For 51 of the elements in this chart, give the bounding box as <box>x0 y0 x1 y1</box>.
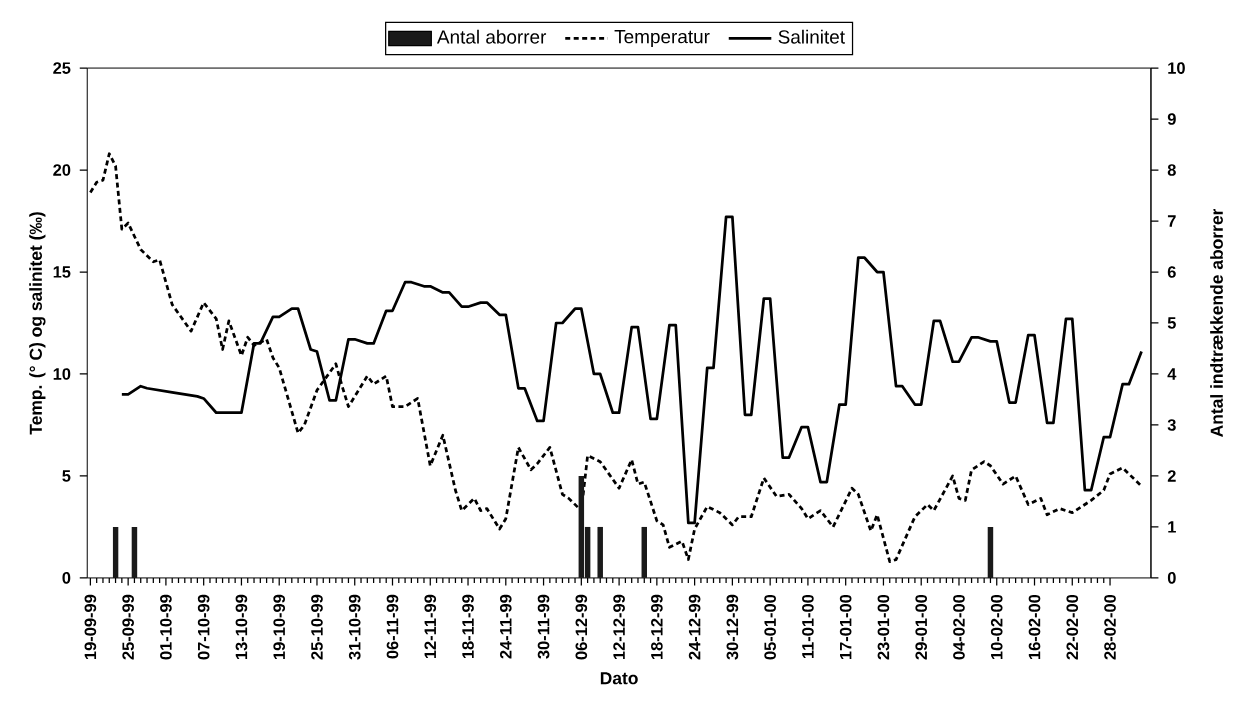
y2-tick-label: 2 <box>1167 470 1176 482</box>
x-tick-label: 19-10-99 <box>273 594 286 659</box>
y-tick-label: 25 <box>53 62 71 74</box>
x-tick-label: 12-11-99 <box>424 594 437 659</box>
x-tick-label: 04-02-00 <box>953 594 965 660</box>
x-tick-label: 06-11-99 <box>386 594 399 659</box>
x-tick-label: 07-10-99 <box>197 594 210 660</box>
y2-tick-label: 9 <box>1167 113 1176 125</box>
x-tick-label: 18-11-99 <box>462 594 474 659</box>
x-tick-label: 11-01-00 <box>802 594 814 659</box>
y2-tick-label: 1 <box>1168 521 1176 533</box>
x-tick-label: 29-01-00 <box>915 594 928 660</box>
y2-tick-label: 4 <box>1167 368 1177 380</box>
x-tick-label: 31-10-99 <box>348 594 361 660</box>
x-tick-label: 10-02-00 <box>990 594 1003 659</box>
x-tick-label: 28-02-00 <box>1104 594 1116 660</box>
y-tick-label: 0 <box>62 572 71 584</box>
x-tick-label: 25-09-99 <box>122 594 134 660</box>
x-tick-label: 30-12-99 <box>726 594 739 660</box>
y2-tick-label: 10 <box>1168 62 1185 74</box>
x-tick-label: 18-12-99 <box>651 594 663 659</box>
x-tick-label: 13-10-99 <box>235 594 248 659</box>
y2-tick-label: 7 <box>1167 215 1176 227</box>
x-tick-label: 17-01-00 <box>839 594 852 659</box>
x-tick-label: 19-09-99 <box>84 594 97 659</box>
x-tick-label: 16-02-00 <box>1028 594 1041 659</box>
y2-tick-label: 6 <box>1167 266 1176 278</box>
x-tick-label: 01-10-99 <box>160 594 172 660</box>
y2-tick-label: 8 <box>1167 164 1176 176</box>
x-tick-label: 24-12-99 <box>688 594 701 660</box>
y-tick-label: 20 <box>53 164 71 176</box>
y-axis-title: Temp. (° C) og salinitet (‰) <box>29 212 46 435</box>
legend-label: Temperatur <box>614 30 710 48</box>
y2-tick-label: 5 <box>1167 317 1176 329</box>
y2-axis-title: Antal indtrækkende aborrer <box>1210 208 1223 437</box>
y-tick-label: 5 <box>62 470 71 482</box>
legend-label: Antal aborrer <box>436 29 547 44</box>
x-tick-label: 23-01-00 <box>877 594 890 660</box>
x-tick-label: 25-10-99 <box>311 594 323 660</box>
x-tick-label: 24-11-99 <box>499 594 512 659</box>
x-tick-label: 06-12-99 <box>575 594 588 660</box>
x-tick-label: 05-01-00 <box>764 594 776 660</box>
x-tick-label: 12-12-99 <box>613 594 625 659</box>
y-tick-label: 10 <box>53 368 71 380</box>
x-axis-title: Dato <box>600 672 638 685</box>
x-tick-label: 22-02-00 <box>1066 594 1079 660</box>
y2-tick-label: 0 <box>1167 572 1176 584</box>
x-tick-label: 30-11-99 <box>537 594 550 659</box>
legend-label: Salinitet <box>778 29 845 44</box>
y2-tick-label: 3 <box>1167 419 1176 431</box>
y-tick-label: 15 <box>53 266 71 278</box>
